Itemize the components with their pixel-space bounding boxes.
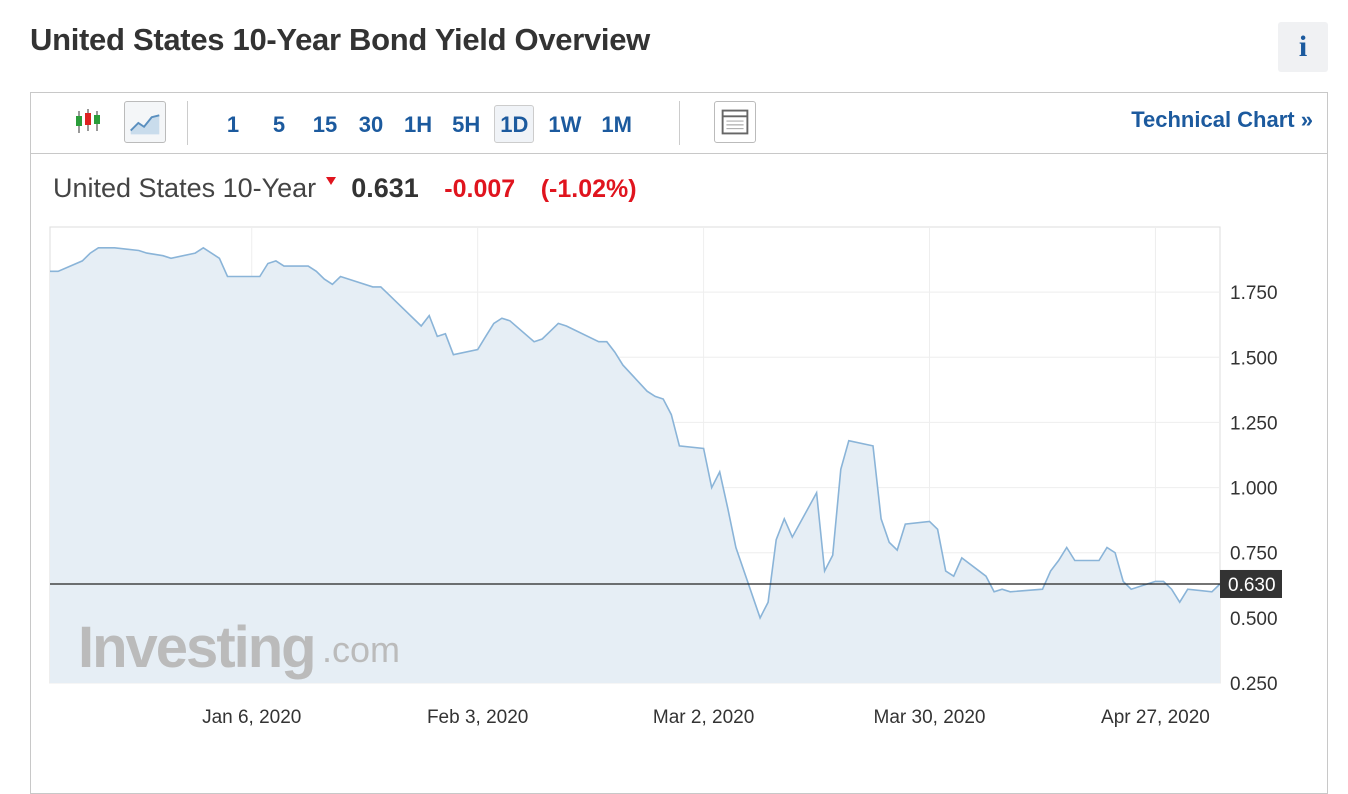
x-tick-label: Apr 27, 2020: [1101, 707, 1210, 728]
y-tick-label: 1.250: [1230, 413, 1278, 434]
change: -0.007: [444, 175, 516, 203]
interval-button[interactable]: 1H: [404, 112, 433, 137]
area-fill: [50, 247, 1220, 684]
page-title: United States 10-Year Bond Yield Overvie…: [30, 22, 650, 57]
change-percent: (-1.02%): [540, 175, 637, 203]
x-tick-label: Jan 6, 2020: [202, 707, 301, 728]
separator: [187, 101, 188, 145]
technical-chart-link[interactable]: Technical Chart »: [1131, 107, 1313, 133]
interval-button[interactable]: 5H: [452, 112, 481, 137]
last-value-box: [1220, 569, 1282, 598]
line-chart-button[interactable]: [124, 101, 166, 143]
last-value-label: 0.630: [1228, 575, 1276, 596]
interval-button[interactable]: 1W: [548, 112, 582, 137]
layout-button[interactable]: [714, 101, 756, 143]
x-tick-label: Mar 2, 2020: [653, 707, 754, 728]
widget: 1 5 15 30 1H 5H 1D 1W 1M Technical Chart » Unite…: [30, 92, 1328, 794]
price: 0.631: [351, 173, 419, 203]
down-arrow: [325, 177, 336, 185]
info-button[interactable]: i: [1278, 22, 1328, 72]
y-tick-label: 0.750: [1230, 544, 1278, 565]
x-tick-label: Feb 3, 2020: [427, 707, 528, 728]
y-tick-label: 1.500: [1230, 348, 1278, 369]
interval-button[interactable]: 30: [358, 112, 384, 137]
watermark-suffix: .com: [322, 629, 400, 670]
x-tick-label: Mar 30, 2020: [874, 707, 986, 728]
separator: [679, 101, 680, 145]
y-tick-label: 1.000: [1230, 479, 1278, 500]
toolbar: 1 5 15 30 1H 5H 1D 1W 1M Technical Chart »: [31, 93, 1327, 154]
interval-list: 1 5 15 30 1H 5H 1D 1W 1M: [214, 105, 646, 143]
y-tick-label: 0.500: [1230, 609, 1278, 630]
interval-button[interactable]: 1M: [601, 112, 632, 137]
link-text[interactable]: Technical Chart: [1131, 107, 1295, 132]
chart: Investing .com 0.250 0.500 0.750 1.000 1.250…: [49, 226, 1282, 728]
watermark-brand: Investing: [78, 615, 315, 680]
link-arrow[interactable]: »: [1300, 107, 1313, 132]
page: United States 10-Year Bond Yield Overvie…: [30, 22, 1328, 794]
interval-button[interactable]: 15: [312, 112, 338, 137]
interval-button[interactable]: 5: [272, 112, 286, 137]
y-tick-label: 0.250: [1230, 674, 1278, 695]
y-tick-label: 1.750: [1230, 283, 1278, 304]
interval-button[interactable]: 1D: [494, 105, 535, 143]
interval-button[interactable]: 1: [226, 112, 240, 137]
instrument-name: United States 10-Year: [53, 173, 317, 203]
candlestick-button[interactable]: [67, 101, 109, 143]
quote-line: United States 10-Year 0.631 -0.007 (-1.0…: [53, 173, 637, 204]
price-line: [50, 246, 1221, 620]
